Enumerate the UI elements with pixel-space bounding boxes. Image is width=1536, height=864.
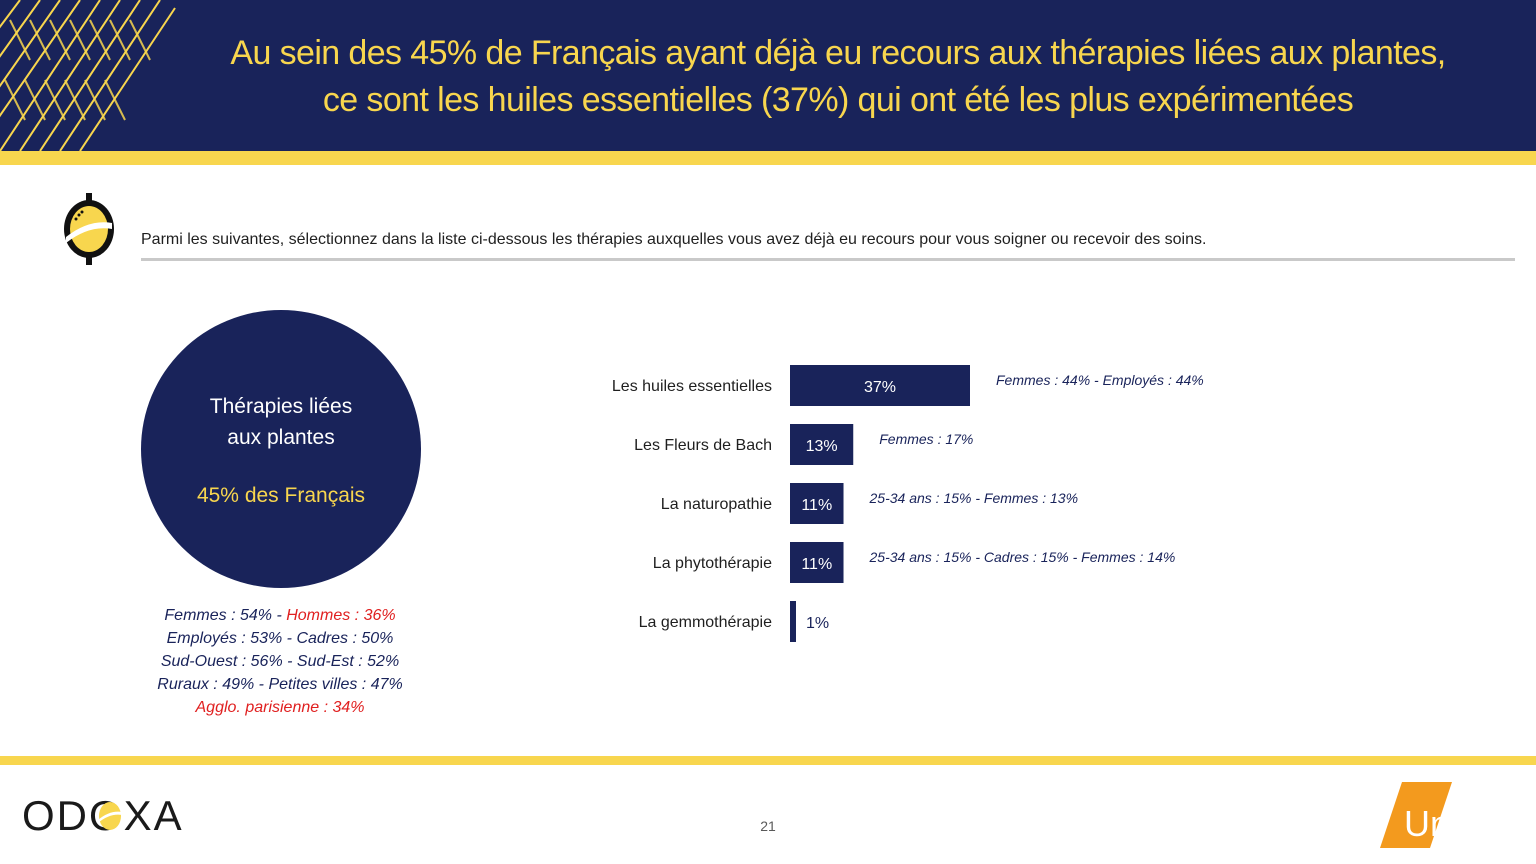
value-label: 37% — [864, 379, 896, 396]
page-title: Au sein des 45% de Français ayant déjà e… — [170, 30, 1506, 124]
value-label: 13% — [806, 438, 838, 455]
demographic-segment: Sud-Ouest : 56% - Sud-Est : 52% — [160, 653, 400, 670]
value-label: 11% — [801, 556, 832, 573]
demographic-segment: Femmes : 54% — [164, 607, 272, 624]
demographic-line: Ruraux : 49% - Petites villes : 47% — [100, 673, 460, 696]
demographic-segment: Ruraux : 49% - Petites villes : 47% — [157, 676, 403, 693]
title-line-1: Au sein des 45% de Français ayant déjà e… — [230, 34, 1446, 72]
page-number: 21 — [760, 818, 776, 834]
question-divider — [141, 258, 1515, 261]
summary-circle — [141, 310, 421, 588]
circle-value: 45% des Français — [196, 484, 366, 507]
demographic-line: Employés : 53% - Cadres : 50% — [100, 627, 460, 650]
value-label: 11% — [801, 497, 832, 514]
circle-label-line-1: Thérapies liées — [209, 395, 353, 418]
bar-annotation: 25-34 ans : 15% - Cadres : 15% - Femmes … — [869, 549, 1176, 565]
bar — [790, 542, 844, 583]
bar — [790, 424, 854, 465]
unadfi-logo: Unadfi — [1380, 782, 1508, 848]
demographic-line: Femmes : 54% - Hommes : 36% — [100, 604, 460, 627]
circle-label-line-2: aux plantes — [227, 426, 335, 449]
category-label: Les huiles essentielles — [612, 378, 772, 395]
demographic-line: Sud-Ouest : 56% - Sud-Est : 52% — [100, 650, 460, 673]
category-label: Les Fleurs de Bach — [634, 437, 772, 454]
category-label: La phytothérapie — [653, 555, 772, 572]
header-stripe — [0, 151, 1536, 165]
header-banner: Au sein des 45% de Français ayant déjà e… — [0, 0, 1536, 151]
bar — [790, 601, 796, 642]
odoxa-logo: ODOXA — [22, 792, 182, 838]
demographic-segment: Agglo. parisienne : 34% — [195, 699, 365, 716]
demographic-segment: Hommes : 36% — [286, 607, 396, 624]
category-label: La gemmothérapie — [639, 614, 773, 631]
bar — [790, 365, 970, 406]
survey-question: Parmi les suivantes, sélectionnez dans l… — [141, 231, 1207, 248]
title-line-2: ce sont les huiles essentielles (37%) qu… — [322, 81, 1354, 119]
bar — [790, 483, 844, 524]
bar-annotation: Femmes : 17% — [879, 431, 973, 447]
svg-text:Unadfi: Unadfi — [1404, 803, 1508, 844]
demographic-line: Agglo. parisienne : 34% — [100, 696, 460, 719]
demographic-segment: - — [272, 607, 287, 624]
bar-annotation: 25-34 ans : 15% - Femmes : 13% — [869, 490, 1079, 506]
footer-stripe — [0, 756, 1536, 765]
chevron-pattern-decoration — [0, 0, 176, 151]
demographic-segment: Employés : 53% - Cadres : 50% — [166, 630, 394, 647]
category-label: La naturopathie — [661, 496, 772, 513]
bar-annotation: Femmes : 44% - Employés : 44% — [996, 372, 1204, 388]
value-label: 1% — [806, 615, 829, 632]
odoxa-lemon-icon — [64, 193, 114, 265]
